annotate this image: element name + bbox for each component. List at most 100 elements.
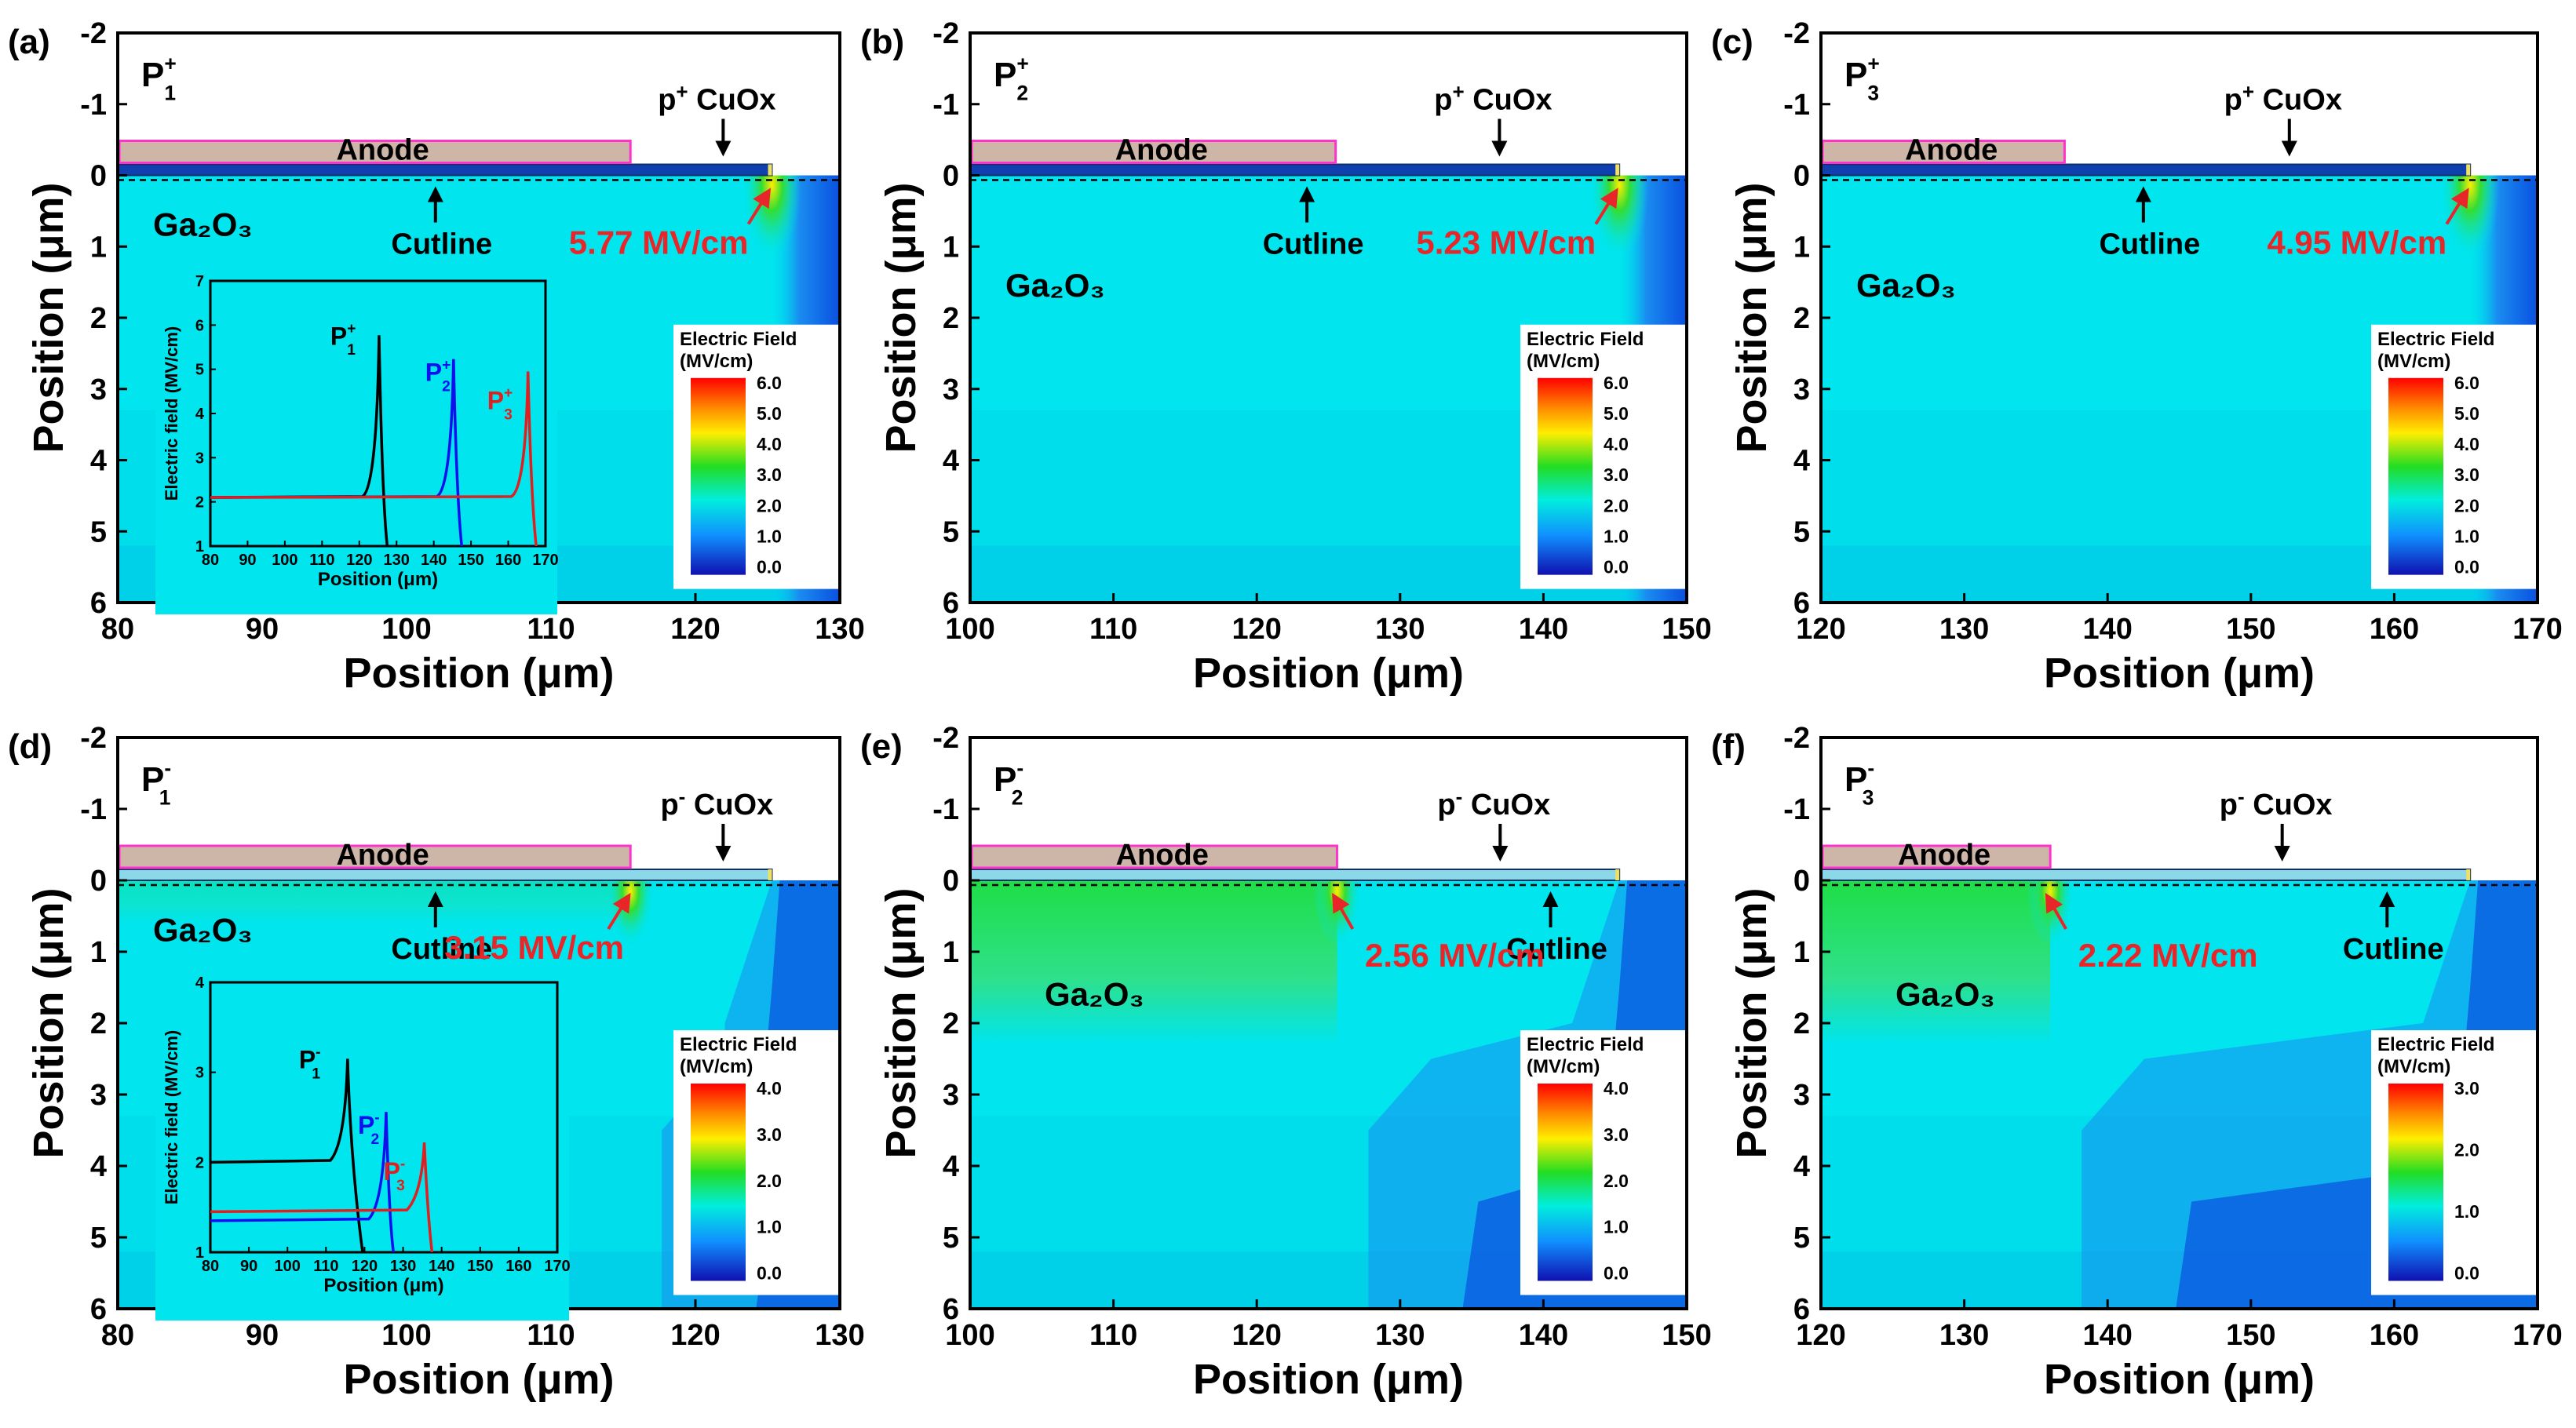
inset-series-label: P+ 1 (330, 321, 356, 359)
anode-electrode (970, 140, 1337, 164)
high-field-region (970, 880, 1337, 1045)
y-tick-label: -2 (1783, 17, 1810, 50)
cutline-label: Cutline (1263, 228, 1364, 261)
profile-label: P+ 2 (994, 52, 1029, 104)
cuox-label: p+ CuOx (1434, 80, 1552, 117)
colorbar-tick-label: 1.0 (757, 1217, 782, 1237)
x-tick-label: 110 (527, 1319, 575, 1352)
inset-x-tick-label: 80 (202, 552, 219, 569)
inset-x-tick-label: 130 (384, 552, 410, 569)
y-axis-label: Position (μm) (878, 182, 925, 453)
y-tick-label: 1 (90, 936, 107, 969)
colorbar-tick-label: 0.0 (1604, 1263, 1629, 1284)
colorbar-tick-label: 4.0 (1604, 434, 1629, 454)
y-tick-label: 0 (90, 160, 107, 193)
y-tick-label: 0 (1793, 160, 1810, 193)
y-axis-label: Position (μm) (25, 887, 72, 1158)
anode-label: Anode (1116, 839, 1209, 872)
inset-x-tick-label: 170 (544, 1258, 570, 1275)
inset-y-label: Electric field (MV/cm) (162, 1030, 181, 1205)
x-tick-label: 120 (1231, 1319, 1281, 1352)
colorbar-tick-label: 4.0 (2454, 434, 2479, 454)
colorbar-tick-label: 3.0 (1604, 1124, 1629, 1145)
colorbar-scale (1538, 377, 1593, 575)
colorbar-tick-label: 3.0 (2454, 464, 2479, 485)
inset-background (155, 976, 569, 1321)
inset-x-tick-label: 120 (352, 1258, 378, 1275)
peak-field-arrow (746, 188, 772, 225)
colorbar-title: Electric Field (2377, 329, 2494, 350)
x-tick-label: 120 (670, 1319, 720, 1352)
colorbar-tick-label: 5.0 (757, 403, 782, 424)
panel-f: Anode p- CuOx Cutline Ga₂O₃ 2.22 MV/cm P-3 (f)… (1711, 722, 2563, 1403)
y-tick-label: 1 (943, 936, 959, 969)
cutline-label: Cutline (391, 228, 492, 261)
x-axis-label: Position (μm) (343, 650, 614, 697)
y-tick-label: 2 (1793, 1007, 1810, 1040)
y-tick-label: 5 (943, 515, 959, 548)
y-tick-label: 3 (943, 1079, 959, 1112)
cuox-edge (2466, 164, 2471, 176)
inset-frame (209, 981, 559, 1254)
cutline-label: Cutline (391, 933, 492, 966)
material-label: Ga₂O₃ (1045, 975, 1144, 1012)
inset-series-label: P+ 3 (487, 385, 513, 423)
inset-series-line (210, 371, 538, 547)
y-axis-label: Position (μm) (1728, 182, 1775, 453)
cuox-edge (2466, 869, 2471, 880)
colorbar-tick-label: 6.0 (757, 373, 782, 393)
y-tick-label: 0 (943, 865, 959, 898)
x-tick-label: 140 (1519, 613, 1568, 646)
x-axis-label: Position (μm) (2044, 1356, 2315, 1403)
colorbar-tick-label: 3.0 (2454, 1078, 2479, 1098)
panel-label: (e) (860, 727, 903, 766)
inset-y-tick-label: 2 (195, 1154, 204, 1171)
y-tick-label: 2 (943, 1007, 959, 1040)
colorbar-tick-label: 6.0 (1604, 373, 1629, 393)
x-axis-label: Position (μm) (2044, 650, 2315, 697)
material-label: Ga₂O₃ (1896, 975, 1995, 1012)
cuox-label: p- CuOx (1437, 785, 1550, 821)
inset-x-tick-label: 170 (532, 552, 558, 569)
peak-field-label: 5.77 MV/cm (569, 224, 749, 261)
inset-x-tick-label: 140 (421, 552, 447, 569)
inset-y-label: Electric field (MV/cm) (162, 326, 181, 501)
inset-chart: 80 90 100 110 120 130 140 150 160 170 1 2 3 4 5 6 7 Posit… (155, 273, 559, 614)
y-tick-label: -2 (932, 722, 959, 755)
peak-field-label: 5.23 MV/cm (1416, 224, 1596, 261)
y-tick-label: 6 (1793, 1293, 1810, 1326)
colorbar-title: Electric Field (1527, 1034, 1644, 1055)
inset-y-tick-label: 2 (195, 494, 204, 512)
colorbar-tick-label: 2.0 (757, 1171, 782, 1191)
cuox-layer (969, 869, 1621, 881)
anode-label: Anode (336, 839, 429, 872)
inset-x-label: Position (μm) (323, 1275, 443, 1296)
x-tick-label: 110 (1089, 613, 1137, 646)
colorbar-tick-label: 3.0 (757, 1124, 782, 1145)
cuox-label: p- CuOx (660, 785, 773, 821)
y-tick-label: -2 (932, 17, 959, 50)
inset-x-tick-label: 160 (495, 552, 521, 569)
y-tick-label: 1 (1793, 231, 1810, 264)
y-tick-label: 3 (943, 373, 959, 406)
cutline-label: Cutline (2099, 228, 2200, 261)
inset-y-tick-label: 4 (195, 406, 205, 423)
colorbar-scale (1538, 1084, 1593, 1281)
inset-series-line (210, 1058, 364, 1253)
colorbar-tick-label: 2.0 (1604, 1171, 1629, 1191)
x-tick-label: 130 (815, 1319, 864, 1352)
colorbar-title: Electric Field (2377, 1034, 2494, 1055)
colorbar-tick-label: 0.0 (757, 557, 782, 577)
x-tick-label: 100 (381, 1319, 431, 1352)
x-tick-label: 110 (527, 613, 575, 646)
y-tick-label: 1 (1793, 936, 1810, 969)
colorbar-title: Electric Field (680, 1034, 797, 1055)
x-tick-label: 140 (2082, 1319, 2132, 1352)
colorbar-unit: (MV/cm) (1527, 1056, 1600, 1077)
cuox-edge (768, 869, 772, 880)
x-tick-label: 100 (945, 613, 994, 646)
y-tick-label: 0 (943, 160, 959, 193)
material-label: Ga₂O₃ (153, 911, 253, 948)
x-tick-label: 130 (1939, 613, 1989, 646)
